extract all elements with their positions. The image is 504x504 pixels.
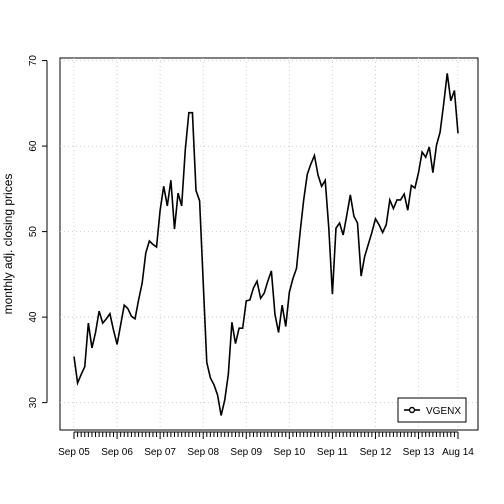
plot-box: [59, 57, 479, 431]
x-tick-label: Sep 07: [144, 447, 176, 458]
legend-label: VGENX: [426, 406, 461, 417]
y-tick-label: 50: [28, 226, 39, 238]
legend: VGENX: [397, 397, 467, 423]
legend-marker: [408, 406, 416, 414]
y-tick-label: 30: [28, 397, 39, 409]
y-tick-label: 40: [28, 311, 39, 323]
x-tick-label: Sep 05: [58, 447, 90, 458]
x-tick-label: Sep 06: [101, 447, 133, 458]
x-tick-label: Sep 11: [317, 447, 348, 458]
x-tick-label: Sep 12: [360, 447, 392, 458]
x-tick-label: Sep 09: [230, 447, 262, 458]
x-tick-label: Sep 13: [403, 447, 435, 458]
y-tick-label: 60: [28, 140, 39, 152]
data-line: [73, 73, 459, 416]
x-tick-label: Sep 10: [273, 447, 305, 458]
x-tick-label: Aug 14: [442, 447, 474, 458]
y-axis-label: monthly adj. closing prices: [1, 174, 15, 315]
y-tick-label: 70: [28, 55, 39, 67]
x-tick-label: Sep 08: [187, 447, 219, 458]
